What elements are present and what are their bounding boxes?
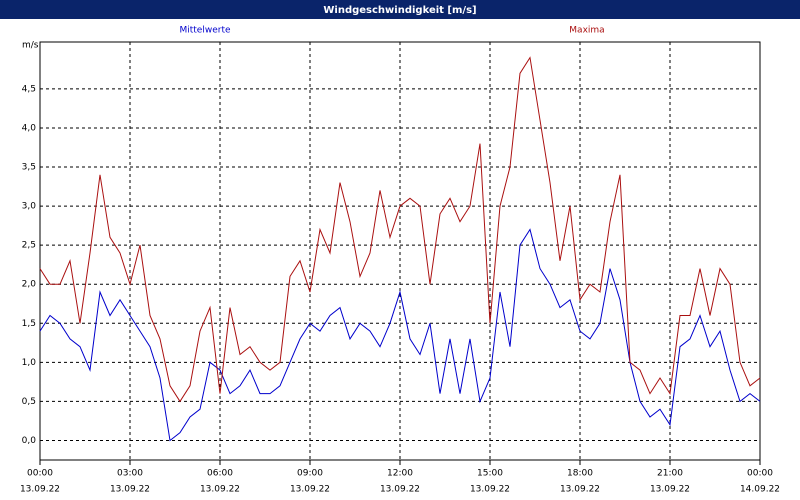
x-tick-label: 12:00	[387, 469, 413, 479]
x-tick-date: 13.09.22	[200, 485, 240, 495]
y-tick-label: 2,5	[22, 241, 36, 251]
y-tick-label: 3,5	[22, 163, 36, 173]
x-tick-date: 13.09.22	[290, 485, 330, 495]
x-tick-date: 13.09.22	[650, 485, 690, 495]
y-tick-label: 0,0	[22, 436, 37, 446]
x-tick-label: 09:00	[297, 469, 323, 479]
x-tick-date: 13.09.22	[380, 485, 420, 495]
x-tick-date: 13.09.22	[560, 485, 600, 495]
x-tick-label: 03:00	[117, 469, 143, 479]
x-tick-label: 00:00	[747, 469, 773, 479]
x-tick-label: 18:00	[567, 469, 593, 479]
x-tick-date: 13.09.22	[470, 485, 510, 495]
y-tick-label: 2,0	[22, 280, 37, 290]
x-tick-date: 14.09.22	[740, 485, 780, 495]
y-tick-label: 1,0	[22, 358, 37, 368]
y-tick-label: 4,5	[22, 84, 36, 94]
x-tick-label: 00:00	[27, 469, 53, 479]
legend-label: Mittelwerte	[179, 26, 230, 36]
y-tick-label: 1,5	[22, 319, 36, 329]
data-line	[39, 228, 761, 442]
y-tick-label: 0,5	[22, 397, 36, 407]
chart-title: Windgeschwindigkeit [m/s]	[323, 5, 476, 16]
y-unit-label: m/s	[22, 41, 39, 51]
x-tick-label: 06:00	[207, 469, 233, 479]
x-tick-date: 13.09.22	[110, 485, 150, 495]
title-bar	[0, 0, 800, 19]
x-tick-date: 13.09.22	[20, 485, 60, 495]
x-tick-label: 15:00	[477, 469, 503, 479]
y-tick-label: 3,0	[22, 202, 37, 212]
x-tick-label: 21:00	[657, 469, 683, 479]
y-tick-label: 4,0	[22, 123, 37, 133]
data-line	[39, 56, 761, 403]
legend-label: Maxima	[569, 26, 604, 36]
